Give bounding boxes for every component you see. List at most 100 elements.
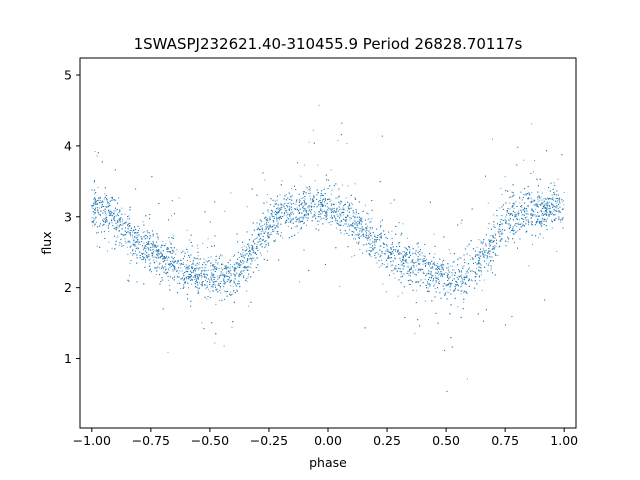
data-point bbox=[490, 269, 492, 271]
data-point bbox=[154, 250, 156, 252]
data-point bbox=[167, 279, 169, 281]
data-point bbox=[394, 268, 396, 270]
data-point bbox=[462, 301, 464, 303]
data-point bbox=[543, 206, 545, 208]
data-point bbox=[407, 266, 409, 268]
scatter-points bbox=[91, 104, 565, 392]
data-point bbox=[144, 234, 146, 236]
data-point bbox=[241, 247, 243, 249]
data-point bbox=[434, 288, 436, 290]
data-point bbox=[272, 199, 274, 201]
data-point bbox=[243, 269, 245, 271]
data-point bbox=[553, 204, 555, 206]
data-point bbox=[148, 242, 150, 244]
data-point bbox=[309, 197, 311, 199]
data-point bbox=[212, 269, 214, 271]
data-point bbox=[262, 230, 264, 232]
data-point bbox=[435, 280, 437, 282]
data-point bbox=[482, 247, 484, 249]
data-point bbox=[528, 192, 530, 194]
data-point bbox=[415, 265, 417, 267]
data-point bbox=[539, 233, 541, 235]
data-point bbox=[400, 276, 402, 278]
data-point bbox=[220, 273, 222, 275]
data-point bbox=[204, 271, 206, 273]
data-point bbox=[143, 246, 145, 248]
data-point bbox=[111, 222, 113, 224]
data-point bbox=[462, 266, 464, 268]
data-point bbox=[498, 246, 500, 248]
data-point bbox=[116, 236, 118, 238]
data-point bbox=[267, 250, 269, 252]
data-point bbox=[171, 249, 173, 251]
data-point bbox=[131, 234, 133, 236]
data-point bbox=[421, 268, 423, 270]
data-point bbox=[329, 208, 331, 210]
data-point bbox=[510, 224, 512, 226]
data-point bbox=[128, 240, 130, 242]
data-point bbox=[156, 235, 158, 237]
data-point bbox=[355, 213, 357, 215]
data-point bbox=[512, 233, 514, 235]
data-point bbox=[318, 204, 320, 206]
data-point bbox=[507, 241, 509, 243]
data-point bbox=[94, 200, 96, 202]
data-point bbox=[426, 262, 428, 264]
data-point bbox=[189, 260, 191, 262]
data-point bbox=[224, 210, 226, 212]
data-point bbox=[441, 261, 443, 263]
data-point bbox=[509, 223, 510, 225]
data-point bbox=[222, 255, 224, 257]
data-point bbox=[366, 225, 368, 227]
data-point bbox=[151, 244, 153, 246]
data-point bbox=[340, 215, 342, 217]
data-point bbox=[167, 351, 169, 353]
data-point bbox=[433, 283, 435, 285]
data-point bbox=[322, 212, 324, 214]
data-point bbox=[393, 269, 395, 271]
data-point bbox=[216, 288, 218, 290]
data-point bbox=[212, 273, 214, 275]
data-point bbox=[478, 259, 480, 261]
data-point bbox=[234, 271, 236, 273]
data-point bbox=[362, 234, 364, 236]
data-point bbox=[200, 273, 202, 275]
data-point bbox=[242, 266, 244, 268]
data-point bbox=[93, 214, 95, 216]
data-point bbox=[480, 274, 482, 276]
data-point bbox=[107, 211, 109, 213]
data-point bbox=[370, 235, 372, 237]
data-point bbox=[210, 286, 212, 288]
data-point bbox=[530, 221, 532, 223]
data-point bbox=[405, 261, 407, 263]
data-point bbox=[247, 243, 249, 245]
data-point bbox=[517, 230, 519, 232]
data-point bbox=[125, 242, 127, 244]
data-point bbox=[201, 269, 203, 271]
data-point bbox=[124, 238, 126, 240]
data-point bbox=[258, 269, 260, 271]
data-point bbox=[132, 248, 134, 250]
data-point bbox=[537, 206, 539, 208]
data-point bbox=[391, 230, 393, 232]
data-point bbox=[229, 282, 231, 284]
data-point bbox=[383, 264, 385, 266]
data-point bbox=[251, 259, 253, 261]
data-point bbox=[400, 253, 402, 255]
data-point bbox=[283, 211, 285, 213]
data-point bbox=[419, 269, 421, 271]
data-point bbox=[149, 263, 151, 265]
data-point bbox=[166, 259, 168, 261]
data-point bbox=[264, 246, 266, 248]
data-point bbox=[447, 266, 449, 268]
data-point bbox=[352, 225, 354, 227]
data-point bbox=[516, 205, 518, 207]
data-point bbox=[218, 300, 220, 302]
data-point bbox=[471, 256, 473, 258]
data-point bbox=[430, 267, 432, 269]
data-point bbox=[543, 211, 545, 213]
data-point bbox=[326, 218, 328, 220]
data-point bbox=[465, 273, 467, 275]
data-point bbox=[475, 267, 477, 269]
data-point bbox=[532, 213, 534, 215]
